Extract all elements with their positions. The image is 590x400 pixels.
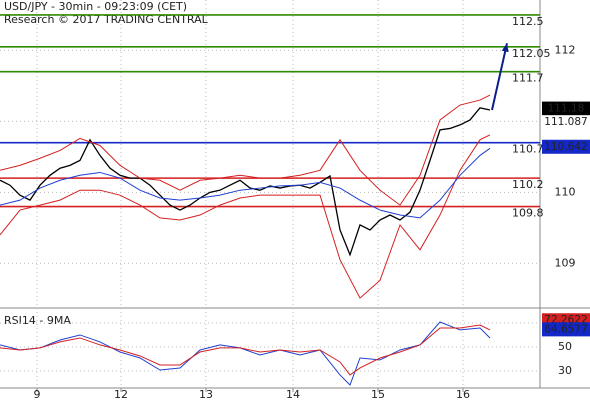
y-tick-label: 30	[558, 364, 572, 377]
x-tick-label: 14	[286, 388, 300, 400]
level-label: 111.7	[512, 72, 544, 85]
y-tick-label: 109	[555, 256, 576, 269]
price-marker	[542, 115, 590, 130]
series-line	[0, 94, 491, 206]
series-line	[0, 134, 491, 299]
level-label: 110.2	[512, 178, 544, 191]
price-marker	[542, 139, 590, 154]
y-tick-label: 50	[558, 340, 572, 353]
price-marker-label: 111.087	[544, 116, 587, 128]
level-label: 112.5	[512, 15, 544, 28]
level-label: 109.8	[512, 207, 544, 220]
arrow-head	[501, 43, 509, 53]
x-tick-label: 9	[34, 388, 41, 400]
series-line	[0, 147, 491, 219]
price-marker	[542, 322, 590, 337]
price-marker-label: 111.18	[548, 103, 585, 115]
price-marker-label: 110.642	[544, 141, 587, 153]
forecast-arrow	[491, 43, 508, 111]
series-line	[0, 107, 491, 257]
series-line	[0, 321, 491, 386]
level-label: 110.7	[512, 143, 544, 156]
x-tick-label: 15	[371, 388, 385, 400]
chart-subtitle: Research © 2017 TRADING CENTRAL	[4, 13, 209, 26]
y-tick-label: 110	[555, 185, 576, 198]
x-tick-label: 12	[114, 388, 128, 400]
series-line	[0, 324, 491, 376]
price-marker-label: 64.6577	[544, 323, 587, 335]
y-tick-label: 112	[555, 43, 576, 56]
chart-title: USD/JPY - 30min - 09:23:09 (CET)	[4, 0, 187, 13]
level-label: 112.05	[512, 47, 551, 60]
x-tick-label: 13	[199, 388, 213, 400]
rsi-title: RSI14 - 9MA	[4, 314, 71, 327]
price-marker	[542, 101, 590, 116]
x-tick-label: 16	[456, 388, 470, 400]
